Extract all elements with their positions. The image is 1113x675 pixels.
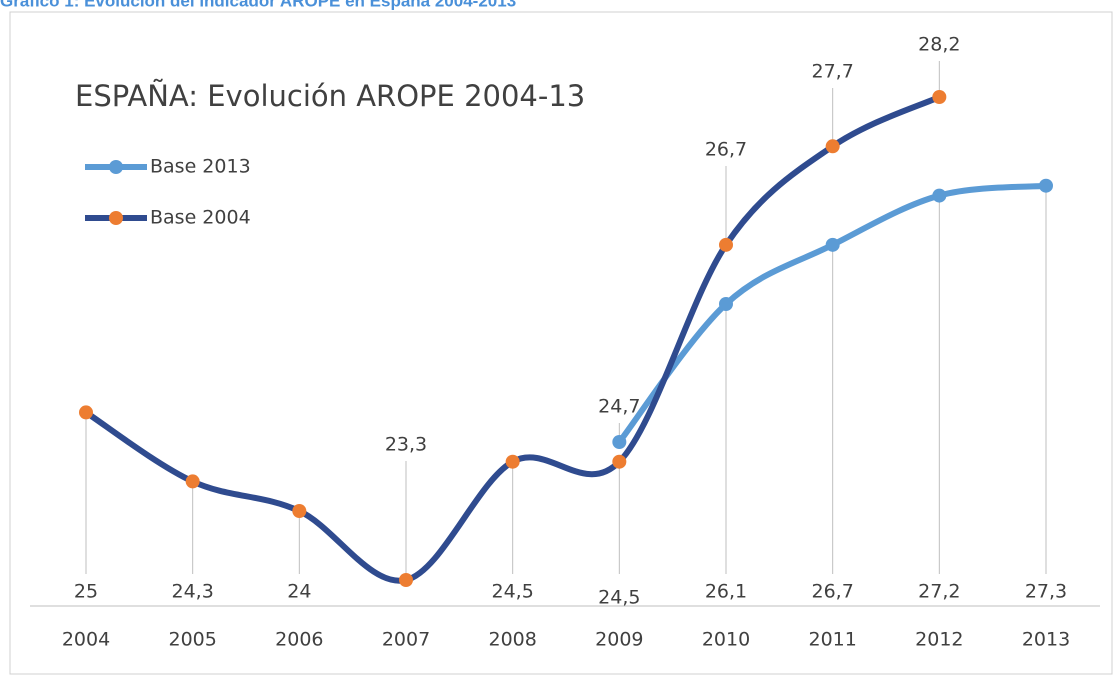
legend-label: Base 2004	[150, 207, 251, 229]
data-label: 23,3	[385, 434, 427, 456]
marker	[1039, 178, 1053, 193]
x-tick-label: 2007	[382, 629, 430, 651]
marker	[79, 405, 93, 420]
data-label: 24,5	[492, 581, 534, 603]
data-label: 24	[287, 581, 311, 603]
data-label: 26,7	[812, 581, 854, 603]
data-label: 24,5	[598, 587, 640, 609]
data-label: 27,2	[918, 581, 960, 603]
data-label: 24,7	[598, 396, 640, 418]
chart-frame	[9, 11, 1113, 675]
x-tick-label: 2010	[702, 629, 750, 651]
marker	[825, 237, 840, 252]
data-label: 28,2	[918, 34, 960, 56]
marker	[612, 435, 627, 449]
marker	[932, 90, 947, 104]
data-label: 26,7	[705, 139, 747, 161]
x-tick-label: 2005	[168, 629, 216, 651]
marker	[825, 139, 840, 154]
data-label: 27,3	[1025, 581, 1067, 603]
marker	[505, 454, 520, 469]
marker	[719, 297, 733, 311]
data-label: 25	[74, 581, 98, 603]
data-label: 24,3	[172, 581, 214, 603]
marker	[399, 573, 413, 587]
marker	[719, 237, 733, 252]
data-label: 27,7	[812, 61, 854, 83]
x-tick-label: 2006	[275, 629, 323, 651]
x-tick-label: 2004	[62, 629, 110, 651]
x-tick-label: 2012	[915, 629, 963, 651]
legend-marker	[109, 211, 123, 225]
marker	[292, 504, 307, 518]
legend-marker	[109, 160, 123, 174]
legend-label: Base 2013	[150, 156, 251, 178]
x-tick-label: 2011	[808, 629, 856, 651]
page-heading: Gráfico 1: Evolución del indicador AROPE…	[0, 0, 516, 10]
marker	[185, 474, 200, 489]
x-tick-label: 2008	[488, 629, 536, 651]
series-line	[616, 182, 1049, 445]
x-tick-label: 2009	[595, 629, 643, 651]
data-label: 26,1	[705, 581, 747, 603]
chart-title: ESPAÑA: Evolución AROPE 2004-13	[75, 79, 585, 113]
marker	[932, 188, 947, 203]
x-tick-label: 2013	[1022, 629, 1070, 651]
marker	[612, 454, 627, 469]
